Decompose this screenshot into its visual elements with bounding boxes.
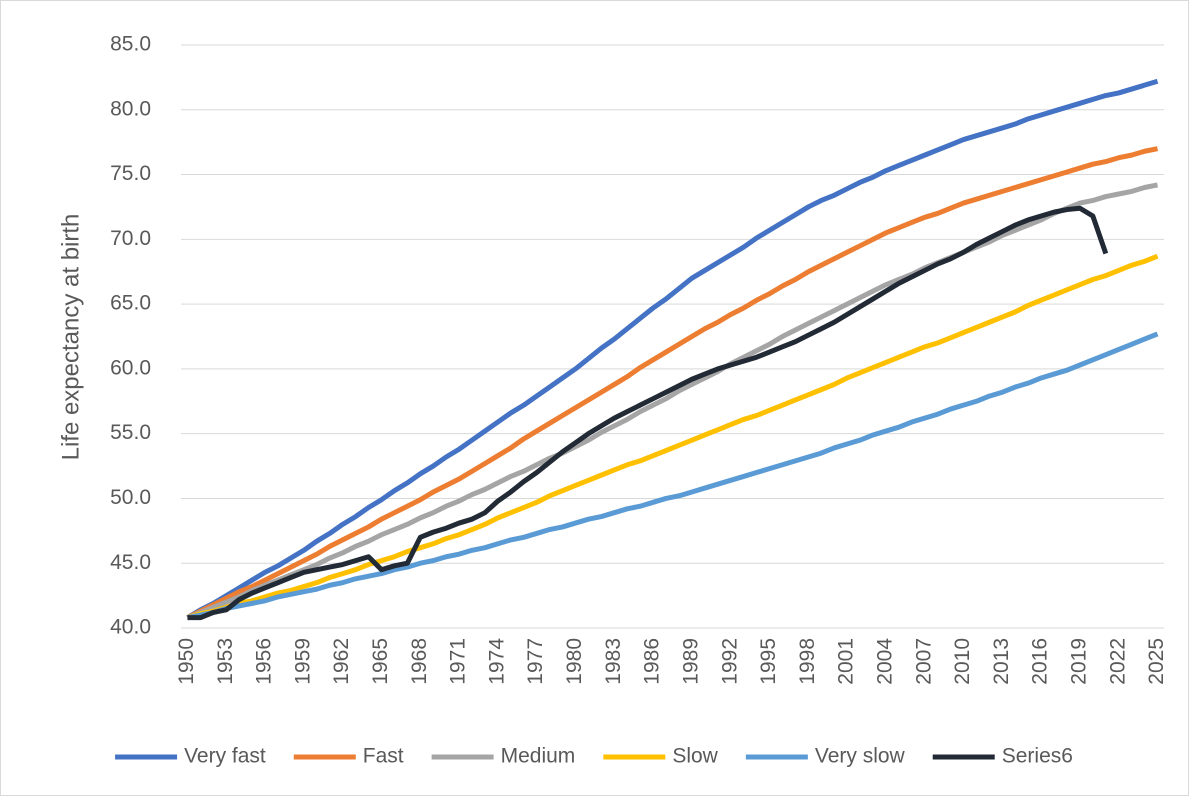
- legend-label: Very slow: [815, 745, 906, 768]
- legend-label: Series6: [1002, 745, 1073, 768]
- x-tick-label: 1974: [485, 638, 508, 685]
- legend-label: Fast: [363, 745, 404, 768]
- y-tick-label: 70.0: [110, 227, 151, 250]
- y-tick-label: 75.0: [110, 162, 151, 185]
- x-tick-label: 1971: [447, 638, 470, 685]
- legend-label: Slow: [672, 745, 718, 768]
- x-tick-label: 1998: [796, 638, 819, 685]
- x-tick-label: 2025: [1145, 638, 1168, 685]
- y-tick-label: 45.0: [110, 551, 151, 574]
- line-series: [186, 78, 1159, 620]
- line-series: [187, 205, 1109, 621]
- x-tick-label: 2001: [835, 638, 858, 685]
- x-tick-label: 1956: [253, 638, 276, 685]
- y-tick-label: 80.0: [110, 97, 151, 120]
- x-tick-label: 1995: [757, 638, 780, 685]
- x-tick-label: 1983: [602, 638, 625, 685]
- x-tick-label: 1950: [175, 638, 198, 685]
- legend-label: Medium: [501, 745, 576, 768]
- x-tick-label: 2013: [990, 638, 1013, 685]
- line-series: [186, 182, 1159, 620]
- y-tick-label: 50.0: [110, 486, 151, 509]
- y-tick-label: 60.0: [110, 356, 151, 379]
- x-tick-label: 2016: [1029, 638, 1052, 685]
- y-tick-label: 85.0: [110, 33, 151, 56]
- x-tick-label: 2004: [873, 638, 896, 685]
- x-tick-label: 1980: [563, 638, 586, 685]
- x-tick-label: 1959: [291, 638, 314, 685]
- x-tick-label: 1977: [524, 638, 547, 685]
- line-series: [186, 146, 1159, 620]
- line-series: [186, 331, 1159, 621]
- x-tick-label: 1962: [330, 638, 353, 685]
- y-tick-label: 55.0: [110, 421, 151, 444]
- x-tick-label: 2019: [1067, 638, 1090, 685]
- x-tick-label: 2022: [1106, 638, 1129, 685]
- x-tick-label: 1968: [408, 638, 431, 685]
- x-tick-label: 1992: [718, 638, 741, 685]
- y-tick-label: 65.0: [110, 292, 151, 315]
- legend-label: Very fast: [184, 745, 266, 768]
- y-tick-label: 40.0: [110, 616, 151, 639]
- x-tick-label: 2007: [912, 638, 935, 685]
- x-tick-label: 2010: [951, 638, 974, 685]
- y-axis-title: Life expectancy at birth: [57, 214, 84, 461]
- x-tick-label: 1989: [679, 638, 702, 685]
- line-series: [186, 253, 1159, 621]
- x-tick-label: 1986: [641, 638, 664, 685]
- x-tick-label: 1965: [369, 638, 392, 685]
- x-tick-label: 1953: [214, 638, 237, 685]
